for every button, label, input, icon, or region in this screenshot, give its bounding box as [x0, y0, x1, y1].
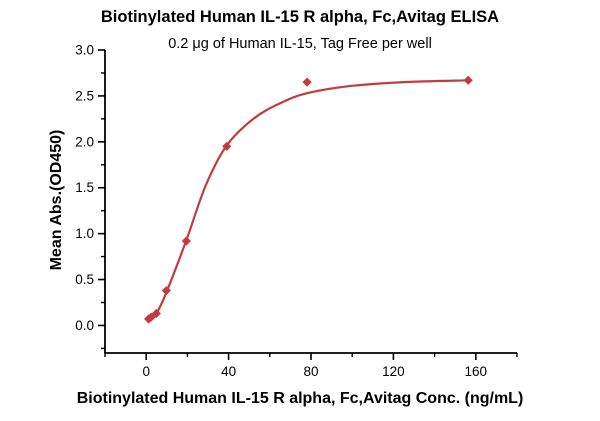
y-tick-label: 1.5 [75, 180, 94, 195]
y-tick-label: 0.0 [75, 318, 94, 333]
chart-title: Biotinylated Human IL-15 R alpha, Fc,Avi… [100, 8, 500, 26]
y-axis-label: Mean Abs.(OD450) [48, 129, 65, 271]
y-tick-label: 2.0 [75, 134, 94, 149]
data-point-marker [151, 308, 161, 319]
data-point-marker [181, 236, 191, 246]
x-tick-label: 40 [221, 364, 236, 379]
x-tick-label: 80 [303, 364, 318, 379]
y-tick-label: 0.5 [75, 272, 94, 287]
fit-curve [147, 79, 470, 322]
x-tick-label: 160 [465, 364, 488, 379]
x-tick-label: 120 [382, 364, 405, 379]
chart-subtitle: 0.2 μg of Human IL-15, Tag Free per well [168, 36, 432, 52]
y-tick-label: 3.0 [75, 43, 94, 58]
data-point-marker [463, 75, 473, 85]
data-point-marker [161, 285, 171, 296]
data-point-marker [222, 141, 232, 152]
x-axis-label: Biotinylated Human IL-15 R alpha, Fc,Avi… [76, 390, 524, 407]
data-point-marker [302, 77, 312, 87]
x-tick-label: 0 [142, 364, 150, 379]
axis-frame [104, 50, 517, 354]
y-tick-label: 1.0 [75, 226, 94, 241]
y-tick-label: 2.5 [75, 88, 94, 103]
